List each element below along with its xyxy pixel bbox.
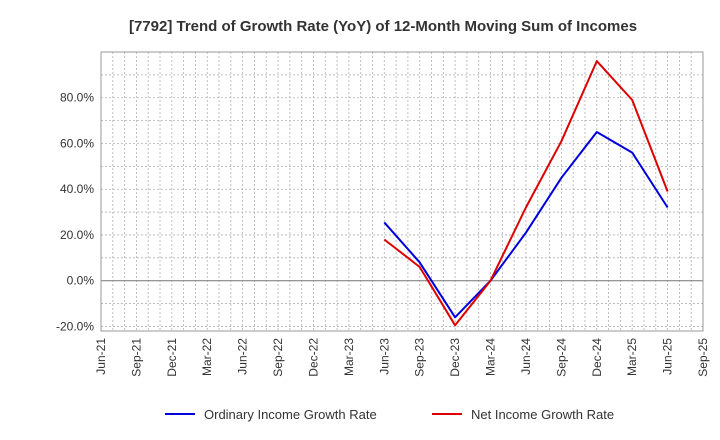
legend: Ordinary Income Growth Rate Net Income Gr… bbox=[165, 407, 614, 422]
x-tick-label: Sep-25 bbox=[696, 338, 710, 377]
legend-label: Ordinary Income Growth Rate bbox=[204, 407, 377, 422]
y-tick-label: 60.0% bbox=[60, 136, 94, 150]
axes: -20.0% 0.0% 20.0% 40.0% 60.0% 80.0% Jun-21 Sep-… bbox=[56, 51, 710, 377]
x-tick-label: Sep-23 bbox=[413, 338, 427, 377]
plot-frame bbox=[100, 51, 704, 332]
x-tick-label: Sep-24 bbox=[554, 338, 568, 377]
series-line-ordinary-income bbox=[383, 131, 669, 319]
y-tick-label: 20.0% bbox=[60, 228, 94, 242]
x-tick-label: Dec-23 bbox=[448, 338, 462, 377]
x-tick-label: Jun-25 bbox=[661, 338, 675, 375]
grid bbox=[101, 52, 703, 331]
x-tick-label: Jun-23 bbox=[377, 338, 391, 375]
series-lines bbox=[383, 60, 669, 327]
x-tick-label: Mar-25 bbox=[625, 338, 639, 376]
y-tick-label: 0.0% bbox=[67, 274, 95, 288]
x-tick-label: Jun-24 bbox=[519, 338, 533, 375]
series-line-net-income bbox=[383, 60, 669, 327]
y-tick-label: 80.0% bbox=[60, 91, 94, 105]
x-tick-label: Jun-21 bbox=[94, 338, 108, 375]
y-tick-label: 40.0% bbox=[60, 182, 94, 196]
x-tick-label: Jun-22 bbox=[236, 338, 250, 375]
x-tick-label: Dec-21 bbox=[165, 338, 179, 377]
x-tick-label: Dec-22 bbox=[306, 338, 320, 377]
x-tick-label: Sep-21 bbox=[129, 338, 143, 377]
legend-label: Net Income Growth Rate bbox=[471, 407, 614, 422]
x-tick-label: Mar-22 bbox=[200, 338, 214, 376]
chart-title: [7792] Trend of Growth Rate (YoY) of 12-… bbox=[129, 18, 637, 35]
x-tick-label: Mar-24 bbox=[484, 338, 498, 376]
y-tick-label: -20.0% bbox=[56, 319, 94, 333]
x-tick-label: Sep-22 bbox=[271, 338, 285, 377]
x-tick-label: Mar-23 bbox=[342, 338, 356, 376]
x-tick-label: Dec-24 bbox=[590, 338, 604, 377]
